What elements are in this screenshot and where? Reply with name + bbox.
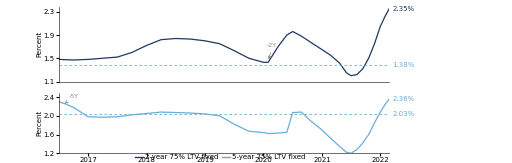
Y-axis label: Percent: Percent — [36, 110, 42, 136]
Text: 2.03%: 2.03% — [392, 111, 414, 117]
Text: -2Y: -2Y — [267, 43, 278, 59]
Y-axis label: Percent: Percent — [36, 31, 42, 57]
Text: 2.35%: 2.35% — [392, 6, 414, 12]
Text: 1.38%: 1.38% — [392, 62, 414, 68]
Text: 2.36%: 2.36% — [392, 96, 414, 102]
Text: -5Y: -5Y — [65, 94, 78, 104]
Legend: 2-year 75% LTV fixed, 5-year 75% LTV fixed: 2-year 75% LTV fixed, 5-year 75% LTV fix… — [132, 151, 308, 163]
